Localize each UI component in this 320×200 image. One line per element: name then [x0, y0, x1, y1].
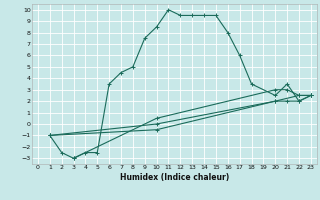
X-axis label: Humidex (Indice chaleur): Humidex (Indice chaleur)	[120, 173, 229, 182]
